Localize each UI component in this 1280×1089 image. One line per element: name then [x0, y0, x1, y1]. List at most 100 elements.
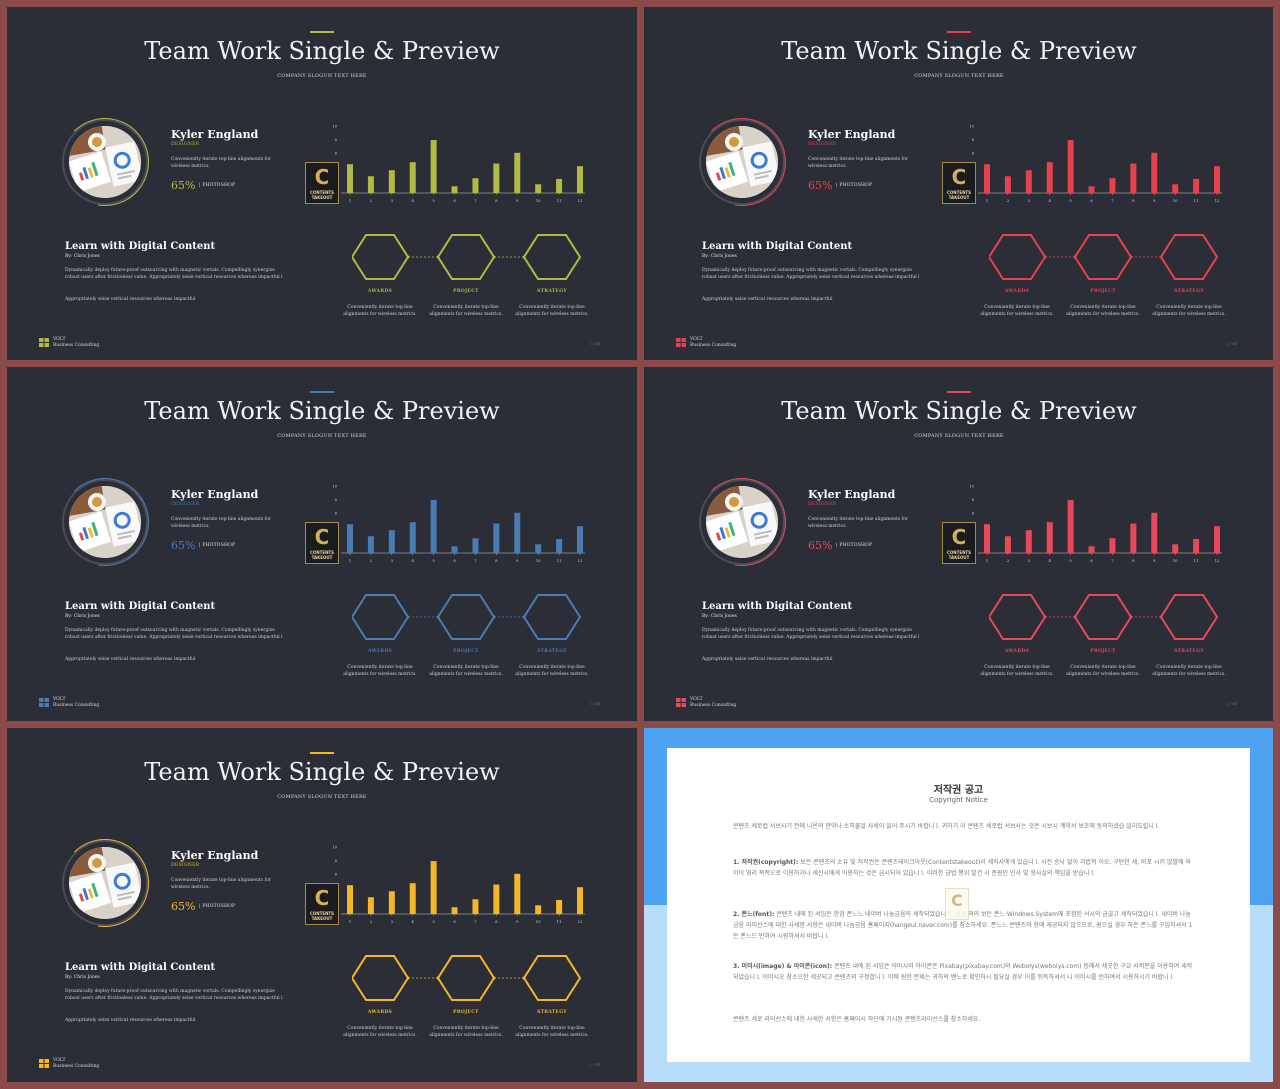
- x-tick-label: 8: [495, 558, 498, 563]
- bar-5: [430, 500, 437, 553]
- bar-9: [514, 152, 521, 193]
- x-tick-label: 10: [536, 919, 541, 924]
- brand-subtitle: Business Consulting: [53, 703, 100, 708]
- bar-9: [514, 873, 521, 914]
- slide-thumbnail-gold[interactable]: Team Work Single & Preview COMPANY SLOGU…: [7, 728, 637, 1082]
- footer-brand: VOLT Business Consulting: [53, 337, 99, 349]
- bar-12: [577, 887, 583, 914]
- hex-label-project: PROJECT: [453, 649, 479, 654]
- bar-11: [556, 538, 563, 553]
- member-description: Conveniently iterate top-line alignments…: [171, 517, 272, 529]
- hex-desc-strategy: Conveniently iterate top-line alignments…: [515, 305, 589, 317]
- x-tick-label: 7: [1111, 198, 1114, 203]
- y-tick-label: 10: [969, 485, 974, 489]
- profile-photo: [69, 486, 141, 558]
- bar-7: [472, 538, 479, 553]
- hexagon-project: [436, 955, 496, 1001]
- bar-5: [1067, 140, 1074, 193]
- skill-name: | PHOTOSHOP: [199, 904, 236, 909]
- x-tick-label: 11: [1194, 198, 1199, 203]
- x-tick-label: 5: [432, 919, 435, 924]
- bar-1: [984, 524, 990, 553]
- slide-slogan: COMPANY SLOGUN TEXT HERE: [914, 433, 1004, 439]
- profile-photo-ring: [62, 479, 148, 565]
- member-name: Kyler England: [171, 849, 259, 862]
- bar-6: [1088, 186, 1095, 193]
- y-tick-label: 8: [972, 498, 975, 502]
- bar-3: [388, 530, 395, 553]
- logo-letter: C: [951, 165, 967, 189]
- bar-4: [409, 162, 416, 193]
- x-tick-label: 6: [453, 558, 456, 563]
- bar-3: [388, 891, 395, 914]
- brand-grid-icon: [676, 698, 686, 707]
- slide-thumbnail-olive[interactable]: Team Work Single & Preview COMPANY SLOGU…: [7, 7, 637, 360]
- hex-desc-project: Conveniently iterate top-line alignments…: [429, 665, 503, 677]
- connector-dot: [436, 615, 440, 619]
- notice-paragraph-3-text: 콘텐츠 내에 된 서임은 이미시와 아이콘은 Pixabay(pixabay.c…: [733, 963, 1193, 981]
- connector-dot: [1073, 255, 1077, 259]
- hex-desc-project: Conveniently iterate top-line alignments…: [429, 1026, 503, 1038]
- x-tick-label: 4: [412, 919, 415, 924]
- hex-desc-project: Conveniently iterate top-line alignments…: [1066, 665, 1140, 677]
- bar-8: [1130, 523, 1137, 553]
- hex-desc-strategy: Conveniently iterate top-line alignments…: [1152, 305, 1226, 317]
- slide-slogan: COMPANY SLOGUN TEXT HERE: [277, 73, 367, 79]
- bar-9: [514, 512, 521, 553]
- bar-7: [1109, 538, 1116, 553]
- hexagon-project: [436, 594, 496, 640]
- bar-12: [1214, 526, 1220, 553]
- notice-paragraph-2-text: 콘텐츠 내에 된 서임은 한검 폰느느 네이버 나눔금음의 세작되었습니 ll.…: [733, 911, 1193, 940]
- hexagon-awards: [989, 594, 1047, 640]
- notice-title: 저작권 공고: [933, 785, 984, 796]
- copyright-notice-slide[interactable]: 저작권 공고 Copyright Notice 콘텐츠 세로컵 서브사기 전에 …: [644, 728, 1273, 1082]
- hexagon-awards: [352, 594, 410, 640]
- member-name: Kyler England: [808, 488, 896, 501]
- x-tick-label: 10: [536, 198, 541, 203]
- footer-brand: VOLT Business Consulting: [690, 697, 736, 709]
- bar-5: [430, 861, 437, 914]
- section-body: Dynamically deploy future-proof outsourc…: [65, 628, 283, 640]
- y-tick-label: 6: [335, 151, 338, 155]
- profile-photo: [69, 126, 141, 198]
- profile-photo: [706, 486, 778, 558]
- hex-desc-strategy: Conveniently iterate top-line alignments…: [1152, 665, 1226, 677]
- x-tick-label: 12: [578, 919, 583, 924]
- bar-11: [556, 899, 563, 914]
- page-number: / / 01: [1227, 341, 1238, 346]
- bar-6: [451, 546, 458, 553]
- bar-10: [535, 905, 542, 914]
- bar-1: [347, 885, 353, 914]
- bar-1: [347, 524, 353, 553]
- member-name: Kyler England: [171, 488, 259, 501]
- x-tick-label: 2: [370, 558, 373, 563]
- y-tick-label: 8: [972, 138, 975, 142]
- bar-chart: 108642123456789101112: [969, 485, 1222, 563]
- hexagon-strategy: [522, 234, 582, 280]
- hexagon-process: [989, 594, 1219, 640]
- hex-label-strategy: STRATEGY: [537, 649, 567, 654]
- slide-thumbnail-coral[interactable]: Team Work Single & Preview COMPANY SLOGU…: [644, 367, 1273, 721]
- page-number: / / 01: [1227, 701, 1238, 706]
- x-tick-label: 1: [349, 558, 351, 563]
- bar-4: [1046, 522, 1053, 553]
- slide-thumbnail-blue[interactable]: Team Work Single & Preview COMPANY SLOGU…: [7, 367, 637, 721]
- bar-3: [388, 170, 395, 193]
- skill-name-text: PHOTOSHOP: [202, 904, 236, 909]
- x-tick-label: 3: [1028, 198, 1031, 203]
- x-tick-label: 1: [986, 198, 988, 203]
- contents-takeout-logo: C CONTENTS TAKEOUT: [305, 883, 339, 925]
- slide-thumbnail-red[interactable]: Team Work Single & Preview COMPANY SLOGU…: [644, 7, 1273, 360]
- x-tick-label: 2: [370, 198, 373, 203]
- member-description: Conveniently iterate top-line alignments…: [808, 157, 909, 169]
- section-title: Learn with Digital Content: [702, 241, 853, 252]
- bar-1: [984, 164, 990, 193]
- notice-paragraph-2-heading: 2. 폰느(font):: [733, 911, 775, 918]
- bar-3: [1025, 530, 1032, 553]
- bar-3: [1025, 170, 1032, 193]
- connector-dot: [436, 255, 440, 259]
- hexagon-project: [436, 234, 496, 280]
- bar-7: [472, 899, 479, 914]
- hex-label-strategy: STRATEGY: [1174, 649, 1204, 654]
- contents-takeout-logo: C CONTENTS TAKEOUT: [305, 522, 339, 564]
